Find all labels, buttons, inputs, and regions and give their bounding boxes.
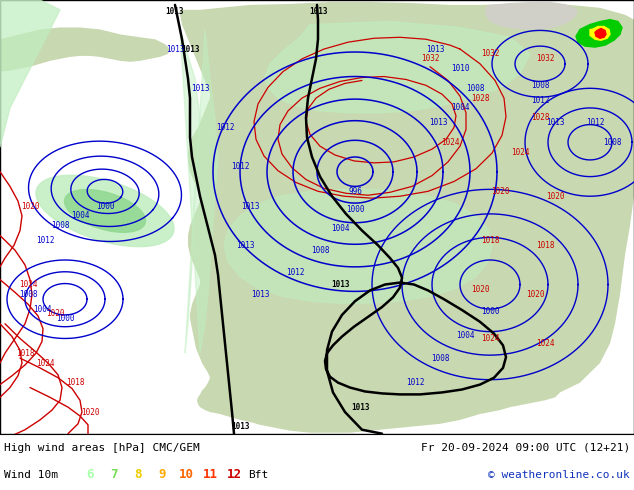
Text: 1000: 1000 <box>96 201 114 211</box>
Text: 1013: 1013 <box>331 280 349 289</box>
Text: 996: 996 <box>348 187 362 196</box>
Polygon shape <box>180 29 218 353</box>
Text: 1004: 1004 <box>71 211 89 220</box>
Text: 9: 9 <box>158 468 165 481</box>
Text: 1012: 1012 <box>531 96 549 104</box>
Text: 1024: 1024 <box>481 334 499 343</box>
Text: 1004: 1004 <box>33 305 51 314</box>
Text: 1024: 1024 <box>536 339 554 348</box>
Text: 8: 8 <box>134 468 142 481</box>
Text: 1010: 1010 <box>451 64 469 73</box>
Text: 1013: 1013 <box>165 7 184 16</box>
Text: 1018: 1018 <box>66 378 84 387</box>
Text: 1013: 1013 <box>309 7 327 16</box>
Text: High wind areas [hPa] CMC/GEM: High wind areas [hPa] CMC/GEM <box>4 443 200 453</box>
Text: 1032: 1032 <box>481 49 499 58</box>
Polygon shape <box>36 175 174 246</box>
Text: 1004: 1004 <box>451 103 469 112</box>
Polygon shape <box>0 0 60 147</box>
Text: 1028: 1028 <box>471 94 489 102</box>
Polygon shape <box>590 26 610 40</box>
Text: 11: 11 <box>202 468 217 481</box>
Text: 1008: 1008 <box>430 354 450 363</box>
Text: 1012: 1012 <box>406 378 424 387</box>
Text: 6: 6 <box>86 468 94 481</box>
Text: 1024: 1024 <box>441 138 459 147</box>
Text: 1008: 1008 <box>603 138 621 147</box>
Text: 1013: 1013 <box>429 118 447 127</box>
Text: 1012: 1012 <box>231 162 249 171</box>
Text: 1008: 1008 <box>51 221 69 230</box>
Text: 1028: 1028 <box>531 113 549 122</box>
Text: 1013: 1013 <box>181 45 199 53</box>
Polygon shape <box>576 20 622 47</box>
Text: 1013: 1013 <box>165 45 184 53</box>
Text: 1000: 1000 <box>481 307 499 316</box>
Text: 1020: 1020 <box>526 290 544 299</box>
Text: 1020: 1020 <box>46 310 64 318</box>
Text: © weatheronline.co.uk: © weatheronline.co.uk <box>488 470 630 480</box>
Text: Fr 20-09-2024 09:00 UTC (12+21): Fr 20-09-2024 09:00 UTC (12+21) <box>421 443 630 453</box>
Polygon shape <box>180 2 634 433</box>
Text: 7: 7 <box>110 468 118 481</box>
Polygon shape <box>224 189 492 303</box>
Text: 1018: 1018 <box>481 236 499 245</box>
Text: 1004: 1004 <box>456 331 474 340</box>
Text: 1020: 1020 <box>21 201 39 211</box>
Polygon shape <box>265 22 530 113</box>
Text: 1008: 1008 <box>466 84 484 93</box>
Text: 1013: 1013 <box>241 201 259 211</box>
Text: 1020: 1020 <box>491 187 509 196</box>
Text: 1020: 1020 <box>471 285 489 294</box>
Polygon shape <box>595 28 606 38</box>
Text: 1013: 1013 <box>351 403 369 412</box>
Text: 1013: 1013 <box>236 241 254 250</box>
Text: 12: 12 <box>226 468 242 481</box>
Text: 1032: 1032 <box>536 54 554 63</box>
Text: 1008: 1008 <box>311 245 329 255</box>
Text: 1000: 1000 <box>346 205 365 215</box>
Text: 1020: 1020 <box>546 192 564 201</box>
Text: 1020: 1020 <box>81 408 100 416</box>
Text: 1012: 1012 <box>286 268 304 277</box>
Polygon shape <box>0 27 170 72</box>
Text: Bft: Bft <box>248 470 268 480</box>
Text: 10: 10 <box>179 468 193 481</box>
Text: 1024: 1024 <box>19 280 37 289</box>
Text: 1012: 1012 <box>586 118 604 127</box>
Text: 1012: 1012 <box>36 236 55 245</box>
Text: 1004: 1004 <box>331 224 349 233</box>
Text: 1013: 1013 <box>251 290 269 299</box>
Text: 1012: 1012 <box>216 123 234 132</box>
Text: 1018: 1018 <box>536 241 554 250</box>
Text: 1024: 1024 <box>511 147 529 157</box>
Text: 1013: 1013 <box>191 84 209 93</box>
Text: 1032: 1032 <box>421 54 439 63</box>
Polygon shape <box>65 190 145 232</box>
Text: 1008: 1008 <box>531 81 549 90</box>
Text: 1013: 1013 <box>546 118 564 127</box>
Text: 1013: 1013 <box>426 45 444 53</box>
Text: 1024: 1024 <box>36 359 55 368</box>
Text: Wind 10m: Wind 10m <box>4 470 58 480</box>
Text: 1000: 1000 <box>56 315 74 323</box>
Polygon shape <box>485 2 578 29</box>
Text: 1013: 1013 <box>231 422 249 431</box>
Text: 1008: 1008 <box>19 290 37 299</box>
Text: 1018: 1018 <box>16 349 34 358</box>
